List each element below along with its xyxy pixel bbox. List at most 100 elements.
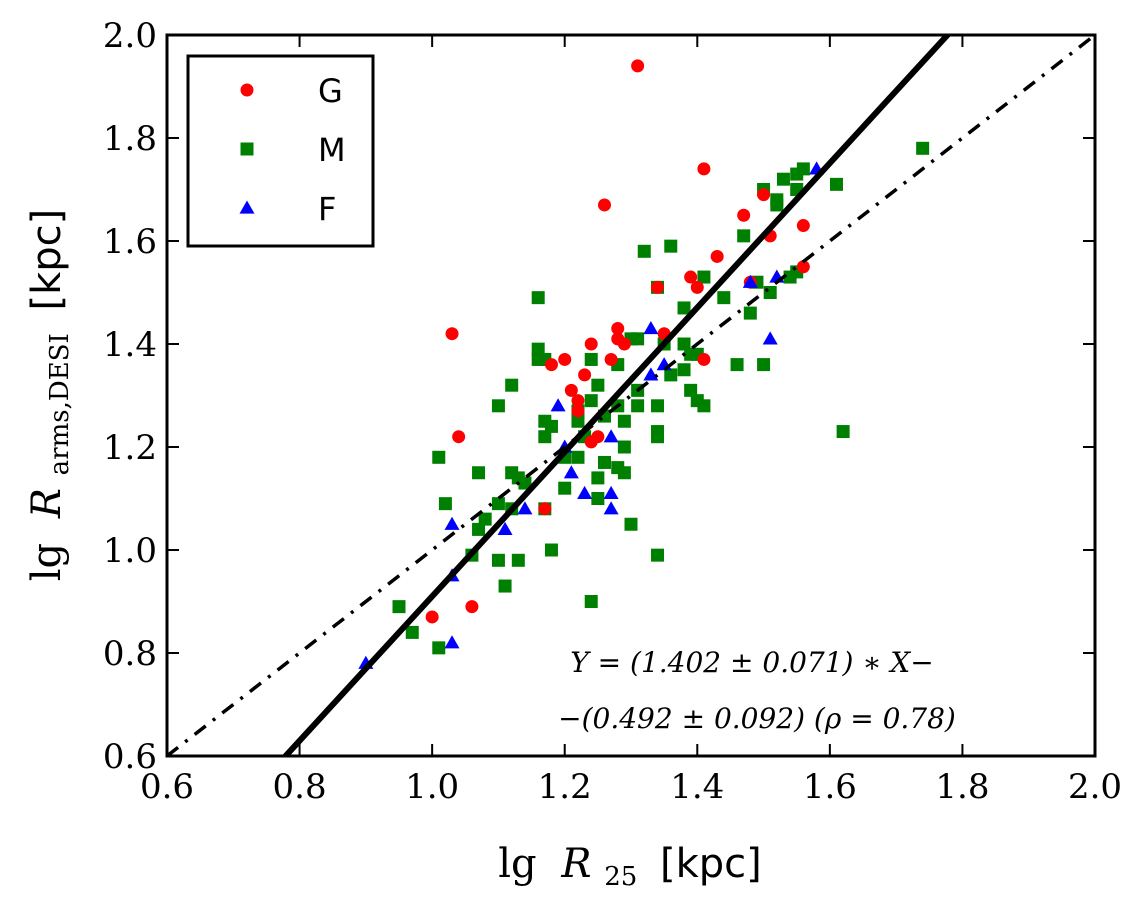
data-point-g (796, 219, 810, 233)
y-axis-unit: [kpc] (24, 209, 70, 311)
data-point-m (584, 595, 598, 608)
data-point-m (432, 641, 446, 655)
data-point-m (617, 414, 631, 428)
series-m (392, 141, 930, 655)
data-point-f (643, 367, 659, 381)
data-point-f (603, 429, 619, 443)
data-point-m (544, 543, 558, 557)
data-point-m (571, 414, 585, 428)
data-point-g (617, 337, 631, 351)
x-axis-sub: 25 (604, 862, 637, 892)
data-point-m (757, 358, 771, 372)
data-point-m (617, 466, 631, 480)
legend-marker-m (240, 142, 254, 156)
legend-item-m: M (240, 131, 346, 169)
data-point-m (617, 440, 631, 454)
data-point-m (697, 270, 711, 284)
data-point-m (591, 471, 605, 485)
data-point-g (591, 430, 605, 444)
data-point-m (472, 522, 486, 536)
data-point-m (763, 286, 777, 299)
x-tick-label: 1.4 (670, 767, 724, 807)
legend-label-m: M (318, 131, 346, 169)
data-point-m (491, 399, 505, 413)
plot-frame (165, 33, 1097, 758)
data-point-m (836, 425, 850, 439)
data-point-g (564, 383, 578, 397)
data-point-g (604, 352, 618, 366)
x-tick-label: 1.8 (935, 767, 989, 807)
data-point-m (591, 492, 605, 505)
data-point-m (518, 476, 532, 490)
data-point-g (697, 352, 711, 366)
y-tick-label: 1.4 (103, 325, 157, 365)
data-point-g (544, 358, 558, 372)
data-point-m (677, 337, 691, 351)
data-point-m (478, 512, 492, 526)
data-point-g (452, 430, 466, 444)
data-point-m (790, 167, 804, 181)
data-point-m (730, 358, 744, 372)
data-point-m (432, 450, 446, 464)
data-point-m (544, 419, 558, 433)
data-point-m (472, 466, 486, 480)
data-point-m (651, 399, 665, 413)
data-point-g (690, 280, 704, 294)
data-point-m (697, 399, 711, 413)
data-point-m (505, 378, 519, 392)
data-point-m (511, 553, 525, 567)
data-point-f (643, 321, 659, 335)
data-point-g (631, 59, 645, 73)
data-point-f (603, 501, 619, 515)
data-point-g (445, 327, 459, 341)
legend-label-f: F (318, 190, 336, 228)
data-point-m (558, 481, 572, 495)
fit-equation-line2: −(0.492 ± 0.092) (ρ = 0.78) (558, 702, 956, 735)
series-f (358, 161, 825, 669)
data-point-f (497, 521, 513, 536)
fit-line (281, 35, 952, 756)
y-tick-label: 0.8 (103, 634, 157, 674)
x-tick-label: 0.8 (273, 767, 327, 807)
data-point-m (538, 430, 552, 444)
data-point-m (651, 425, 665, 439)
legend-marker-f (239, 200, 255, 214)
data-point-f (444, 635, 460, 649)
x-axis-var: R (560, 841, 591, 887)
fit-equation-line1: Y = (1.402 ± 0.071) ∗ X− (570, 646, 933, 679)
data-point-m (631, 332, 645, 346)
data-point-m (571, 450, 585, 464)
data-point-m (717, 291, 731, 305)
data-point-g (651, 280, 665, 294)
data-point-g (796, 260, 810, 274)
x-tick-label: 0.6 (140, 767, 194, 807)
data-point-m (637, 244, 651, 258)
y-tick-label: 1.0 (103, 531, 157, 571)
data-point-g (584, 337, 598, 351)
data-point-g (737, 208, 751, 222)
data-point-m (405, 625, 419, 639)
data-point-m (392, 600, 406, 614)
data-point-m (498, 579, 512, 593)
x-axis-unit: [kpc] (660, 841, 762, 887)
legend-box (186, 54, 375, 248)
data-point-f (550, 398, 566, 412)
data-point-m (664, 239, 678, 253)
y-axis-var: R (24, 488, 70, 519)
x-tick-label: 1.6 (803, 767, 857, 807)
y-axis-sub: arms,DESI (45, 333, 75, 475)
axis-ticks: 0.6 0.8 1.0 1.2 1.4 1.6 1.8 2.0 0.6 0.8 1.0 1.2 1.4 1… (103, 16, 1122, 807)
data-point-f (603, 485, 619, 499)
data-point-g (571, 404, 585, 418)
data-point-g (684, 270, 698, 284)
data-point-m (776, 172, 790, 186)
y-tick-label: 2.0 (103, 16, 157, 56)
data-point-g (558, 352, 572, 366)
data-point-m (770, 198, 784, 212)
x-tick-label: 1.2 (538, 767, 592, 807)
data-point-g (597, 198, 611, 212)
y-tick-label: 1.8 (103, 119, 157, 159)
data-point-f (762, 331, 778, 345)
data-point-m (438, 497, 452, 511)
